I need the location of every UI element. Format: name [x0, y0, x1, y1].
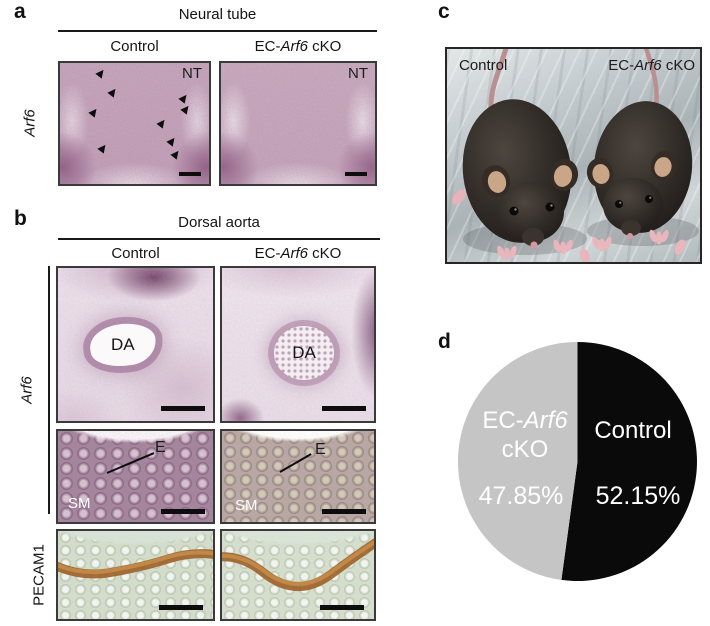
photo-label-control: Control — [459, 57, 508, 74]
pie-pct-cko: 47.85% — [478, 482, 564, 510]
da-label: DA — [111, 335, 135, 354]
scale-bar — [161, 509, 205, 514]
stain-noise — [222, 531, 374, 619]
panel-a-title-rule — [58, 30, 377, 32]
nt-region-label: NT — [348, 65, 368, 82]
mouse-photo: Control EC-Arf6 cKO — [445, 47, 702, 264]
endothelium-label: E — [155, 439, 166, 456]
panel-a-letter: a — [14, 0, 26, 23]
micrograph-dorsal-aorta-cko: DA — [220, 266, 376, 423]
smooth-muscle-label: SM — [235, 497, 258, 514]
pie-chart-svg — [457, 341, 697, 582]
micrograph-dorsal-aorta-control: DA — [56, 266, 215, 423]
arf6-row-bracket — [48, 266, 50, 514]
micrograph-pecam1-cko — [220, 529, 376, 621]
scale-bar — [159, 605, 203, 610]
mouse-cko — [580, 101, 693, 262]
pie-slice-control — [561, 341, 697, 582]
scale-bar — [322, 509, 366, 514]
aorta-lumen: DA — [274, 326, 334, 380]
panel-b-letter: b — [14, 207, 27, 230]
panel-b-title: Dorsal aorta — [178, 214, 260, 231]
pie-label-cko: EC-Arf6 cKO — [482, 407, 568, 463]
micrograph-endothelium-cko: E SM — [220, 429, 376, 524]
da-label: DA — [292, 343, 316, 362]
stain-noise — [58, 431, 213, 522]
mice-illustration — [451, 49, 699, 262]
nt-region-label: NT — [182, 65, 202, 82]
scale-bar — [161, 406, 205, 411]
panel-a-row-gene-label: Arf6 — [21, 109, 39, 137]
micrograph-neural-tube-control: NT — [58, 61, 211, 186]
mouse-control — [451, 99, 579, 261]
panel-b-row1-gene-label: Arf6 — [18, 376, 36, 404]
photo-label-cko: EC-Arf6 cKO — [608, 57, 695, 74]
panel-a-title: Neural tube — [178, 6, 257, 23]
stain-noise — [222, 431, 374, 522]
endothelium-label: E — [315, 441, 326, 458]
micrograph-neural-tube-cko: NT — [219, 61, 377, 186]
scale-bar — [179, 172, 201, 176]
smooth-muscle-label: SM — [68, 495, 91, 512]
panel-d-letter: d — [438, 330, 451, 353]
panel-b-col-control: Control — [111, 245, 160, 262]
stain-noise — [221, 63, 375, 184]
panel-b-title-rule — [58, 238, 380, 240]
panel-b-col-cko: EC-Arf6 cKO — [254, 245, 342, 262]
panel-c-letter: c — [438, 0, 450, 23]
pie-slice-ec-arf6-cko — [457, 341, 578, 580]
pie-label-control: Control — [594, 417, 672, 444]
panel-a-col-cko: EC-Arf6 cKO — [254, 38, 342, 55]
scale-bar — [320, 605, 364, 610]
micrograph-pecam1-control — [56, 529, 215, 621]
stain-noise — [60, 63, 209, 184]
pecam1-stain-band — [222, 538, 374, 591]
micrograph-endothelium-control: E SM — [56, 429, 215, 524]
scale-bar — [345, 172, 367, 176]
pie-pct-control: 52.15% — [595, 482, 681, 510]
panel-a-col-control: Control — [110, 38, 159, 55]
panel-b-row3-label: PECAM1 — [30, 544, 48, 606]
scale-bar — [322, 406, 366, 411]
pecam1-stain-band — [58, 549, 213, 579]
